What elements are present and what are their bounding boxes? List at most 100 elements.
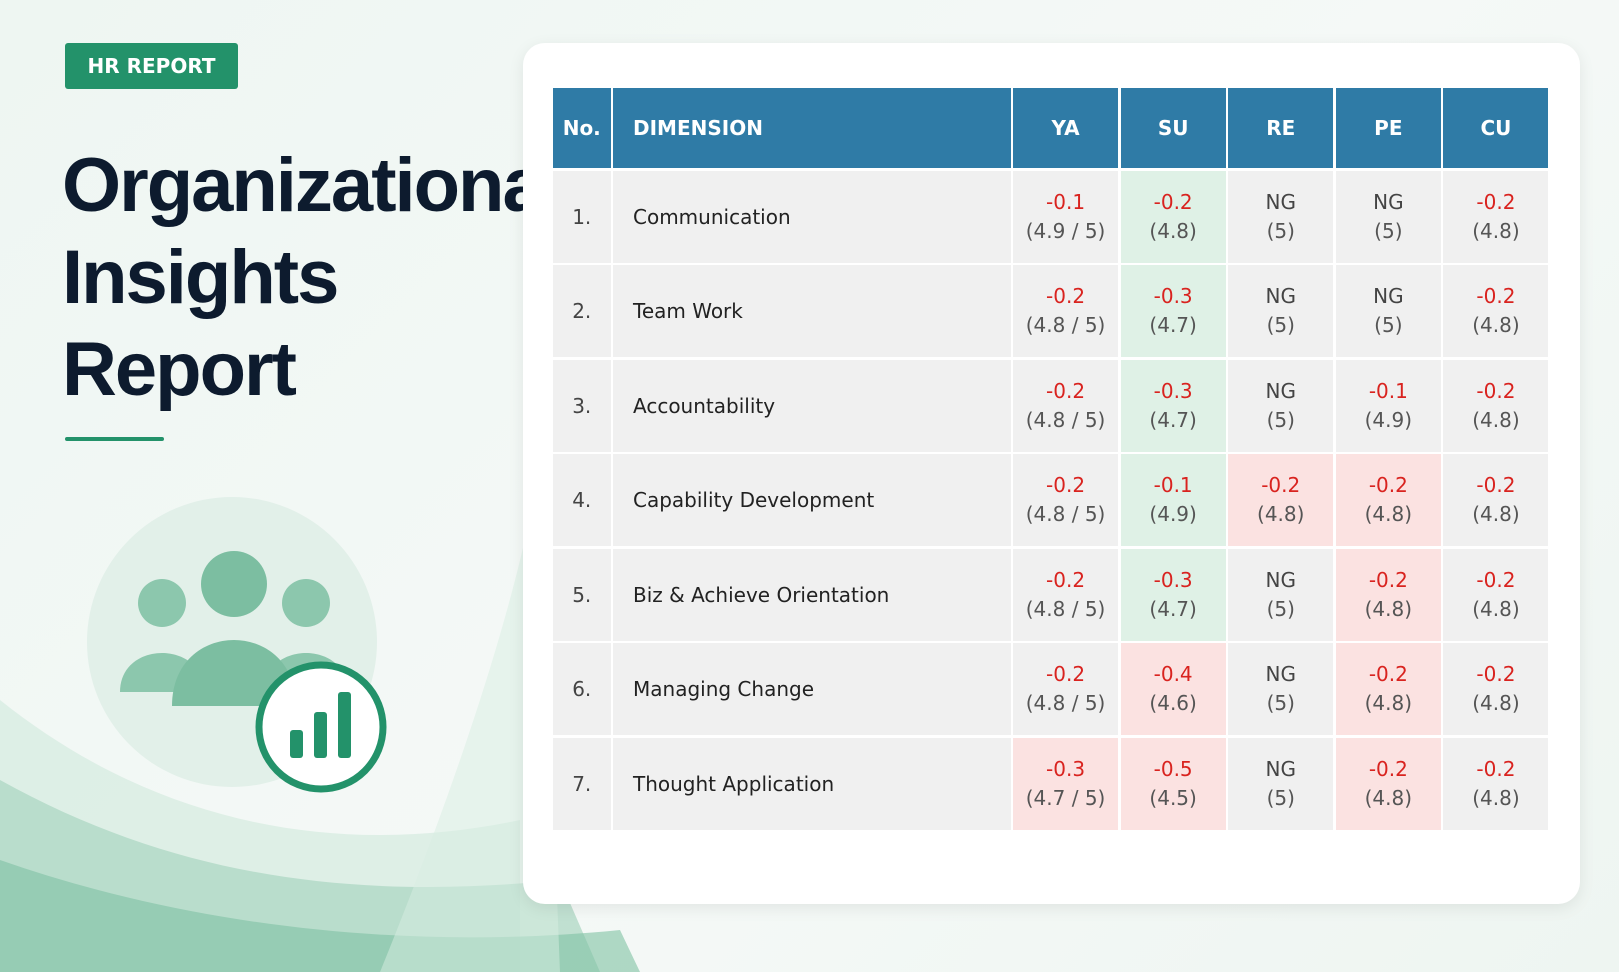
delta: -0.3	[1046, 756, 1086, 781]
delta: -0.3	[1153, 378, 1193, 403]
score-cell: NG (5)	[1228, 170, 1334, 263]
score-cell: NG (5)	[1228, 737, 1334, 830]
score-cell: -0.2 (4.8)	[1120, 170, 1226, 263]
delta: -0.3	[1153, 284, 1193, 308]
delta: -0.4	[1153, 662, 1193, 686]
score: (4.7)	[1149, 407, 1197, 432]
score-cell: -0.3 (4.7)	[1120, 548, 1226, 641]
score-cell: -0.2 (4.8 / 5)	[1013, 548, 1119, 641]
title: Organizational Insights Report	[62, 140, 564, 416]
row-number: 3.	[553, 359, 611, 452]
score-cell: -0.2 (4.8)	[1335, 643, 1441, 735]
score-cell: -0.2 (4.8)	[1335, 548, 1441, 641]
title-rule	[65, 437, 164, 441]
delta: -0.3	[1153, 567, 1193, 592]
dimension: Biz & Achieve Orientation	[613, 548, 1011, 641]
score-cell: -0.2 (4.8)	[1335, 737, 1441, 830]
score-cell: -0.2 (4.8 / 5)	[1013, 643, 1119, 735]
score-cell: -0.2 (4.8)	[1443, 265, 1549, 357]
row-number: 5.	[553, 548, 611, 641]
score-cell: -0.3 (4.7)	[1120, 359, 1226, 452]
delta: -0.2	[1368, 662, 1408, 686]
delta: NG	[1373, 189, 1404, 214]
delta: -0.2	[1368, 756, 1408, 781]
score: (4.8 / 5)	[1025, 596, 1106, 621]
score: (5)	[1266, 407, 1295, 432]
title-line: Organizational	[62, 143, 564, 228]
dimension: Communication	[613, 170, 1011, 263]
score: (4.8 / 5)	[1025, 407, 1106, 432]
row-number: 1.	[553, 170, 611, 263]
score-cell: -0.1 (4.9 / 5)	[1013, 170, 1119, 263]
delta: -0.2	[1153, 189, 1193, 214]
score: (5)	[1266, 691, 1295, 715]
delta: -0.2	[1046, 662, 1086, 686]
column-header: CU	[1443, 88, 1549, 168]
score-cell: -0.2 (4.8 / 5)	[1013, 265, 1119, 357]
column-header: No.	[553, 88, 611, 168]
score: (4.7)	[1149, 313, 1197, 337]
delta: -0.1	[1153, 473, 1193, 497]
score-cell: NG (5)	[1228, 548, 1334, 641]
score: (4.8)	[1472, 502, 1520, 526]
score: (4.8)	[1364, 502, 1413, 526]
column-header: PE	[1335, 88, 1441, 168]
score-cell: -0.1 (4.9)	[1120, 454, 1226, 546]
score-cell: -0.2 (4.8)	[1228, 454, 1334, 546]
row-number: 4.	[553, 454, 611, 546]
score-cell: NG (5)	[1228, 359, 1334, 452]
delta: NG	[1265, 567, 1296, 592]
badge: HR REPORT	[65, 43, 238, 89]
score-cell: -0.2 (4.8 / 5)	[1013, 359, 1119, 452]
score: (4.8)	[1472, 218, 1520, 243]
score: (5)	[1374, 313, 1403, 337]
score: (4.8)	[1472, 691, 1520, 715]
score: (4.9 / 5)	[1025, 218, 1106, 243]
score: (4.8)	[1364, 785, 1413, 810]
score: (4.7)	[1149, 596, 1197, 621]
score: (5)	[1266, 218, 1295, 243]
score: (4.8 / 5)	[1025, 502, 1106, 526]
table-card: No. DIMENSION YA SU RE PE CU 1. Communication -0.…	[523, 43, 1580, 904]
score-cell: NG (5)	[1228, 643, 1334, 735]
delta: NG	[1265, 662, 1296, 686]
score-cell: -0.2 (4.8)	[1335, 454, 1441, 546]
score: (5)	[1266, 785, 1295, 810]
score: (5)	[1266, 596, 1295, 621]
delta: -0.2	[1476, 756, 1516, 781]
score-cell: NG (5)	[1335, 170, 1441, 263]
dimension: Accountability	[613, 359, 1011, 452]
dimension: Thought Application	[613, 737, 1011, 830]
column-header: SU	[1120, 88, 1226, 168]
delta: -0.1	[1368, 378, 1408, 403]
dimension: Capability Development	[613, 454, 1011, 546]
score-cell: -0.2 (4.8)	[1443, 548, 1549, 641]
delta: -0.2	[1046, 284, 1086, 308]
score: (4.8 / 5)	[1025, 313, 1106, 337]
column-header: YA	[1013, 88, 1119, 168]
score: (4.7 / 5)	[1025, 785, 1106, 810]
score: (4.6)	[1149, 691, 1197, 715]
score: (5)	[1374, 218, 1403, 243]
row-number: 6.	[553, 643, 611, 735]
score: (4.8)	[1149, 218, 1197, 243]
delta: -0.2	[1476, 284, 1516, 308]
delta: -0.2	[1476, 189, 1516, 214]
column-header: RE	[1228, 88, 1334, 168]
dimension: Managing Change	[613, 643, 1011, 735]
delta: -0.2	[1261, 473, 1301, 497]
delta: -0.2	[1476, 567, 1516, 592]
score-cell: -0.3 (4.7 / 5)	[1013, 737, 1119, 830]
score-cell: -0.2 (4.8)	[1443, 643, 1549, 735]
score-cell: -0.2 (4.8)	[1443, 359, 1549, 452]
score: (4.8 / 5)	[1025, 691, 1106, 715]
delta: NG	[1265, 284, 1296, 308]
score: (4.8)	[1472, 785, 1520, 810]
title-line: Report	[62, 327, 297, 412]
score-cell: -0.4 (4.6)	[1120, 643, 1226, 735]
score: (4.8)	[1257, 502, 1305, 526]
delta: -0.1	[1046, 189, 1086, 214]
score: (4.8)	[1472, 313, 1520, 337]
score-cell: -0.2 (4.8)	[1443, 737, 1549, 830]
